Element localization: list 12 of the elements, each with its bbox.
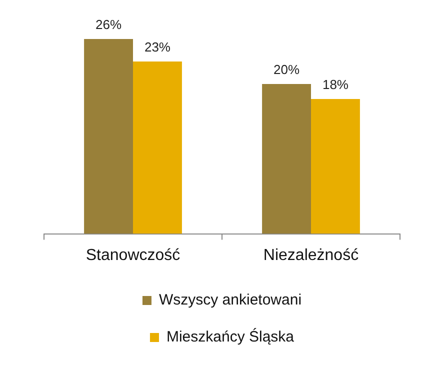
bar: [311, 98, 360, 234]
data-label: 18%: [322, 77, 349, 92]
bar: [84, 39, 133, 234]
legend-label: Wszyscy ankietowani: [158, 292, 302, 309]
x-tick-label: Niezależność: [263, 246, 359, 264]
legend-label: Mieszkańcy Śląska: [166, 328, 295, 346]
data-label: 20%: [274, 62, 300, 78]
data-label: 23%: [144, 40, 171, 55]
x-tick-label: Stanowczość: [86, 246, 180, 264]
data-label: 26%: [96, 17, 122, 32]
bar: [133, 61, 182, 234]
bar: [262, 84, 311, 234]
